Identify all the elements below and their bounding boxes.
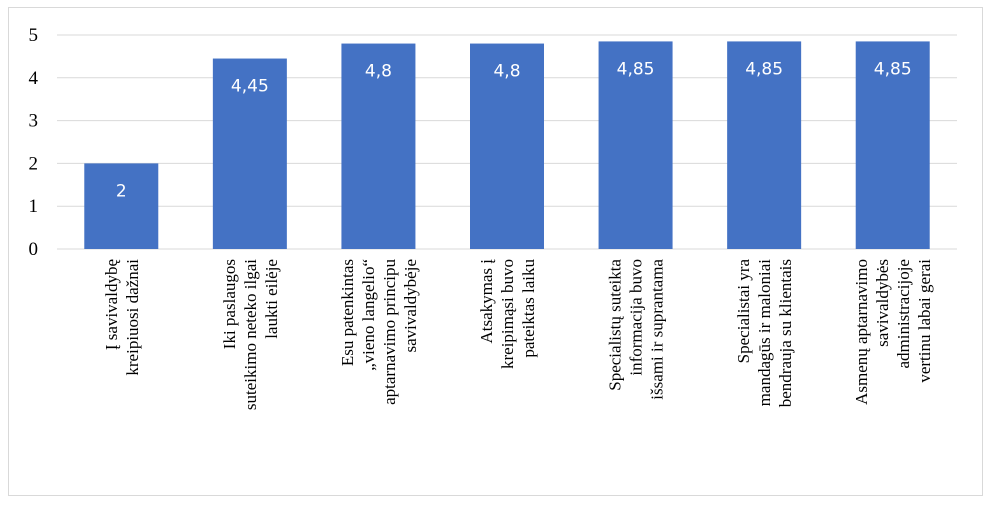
data-label: 4,8	[493, 62, 520, 82]
y-tick-label: 2	[29, 153, 39, 174]
x-tick-label: laukti eilėje	[262, 259, 281, 339]
data-label: 4,45	[231, 77, 269, 97]
bar	[470, 43, 544, 250]
x-tick-label: pateiktas laiku	[519, 259, 538, 358]
x-tick-label: Asmenų aptarnavimo	[852, 259, 871, 405]
bar	[855, 41, 930, 249]
x-tick-label: Iki paslaugos	[220, 259, 239, 349]
bar	[212, 58, 287, 249]
x-tick-label: kreipimąsi buvo	[498, 259, 517, 369]
y-tick-label: 0	[29, 239, 39, 260]
data-label: 4,85	[617, 59, 655, 79]
bar	[598, 41, 673, 249]
x-tick-label: mandagūs ir maloniai	[755, 259, 774, 407]
x-tick-label: vertinu labai gerai	[915, 259, 934, 383]
x-tick-label: Į savivaldybę	[102, 259, 121, 350]
data-label: 2	[116, 181, 127, 201]
x-tick-label: Atsakymas į	[477, 259, 496, 344]
y-tick-label: 3	[29, 111, 39, 132]
x-tick-label: savivaldybės	[873, 259, 892, 347]
x-tick-label: išsami ir suprantama	[648, 259, 667, 400]
y-tick-label: 4	[29, 68, 39, 89]
x-tick-label: kreipiuosi dažnai	[123, 259, 142, 376]
data-label: 4,8	[365, 62, 392, 82]
data-label: 4,85	[874, 59, 912, 79]
bar	[84, 163, 159, 249]
x-tick-label: „vieno langelio“	[359, 259, 378, 371]
x-tick-label: aptarnavimo principu	[380, 259, 399, 405]
bar	[341, 43, 416, 250]
x-tick-label: informacija buvo	[627, 259, 646, 376]
x-tick-label: bendrauja su klientais	[776, 259, 795, 407]
y-tick-label: 5	[29, 25, 39, 46]
data-label: 4,85	[745, 59, 783, 79]
x-tick-label: suteikimo neteko ilgai	[241, 259, 260, 410]
x-tick-label: Specialistai yra	[734, 259, 753, 364]
x-tick-label: administracijoje	[894, 259, 913, 369]
x-tick-label: savivaldybėje	[401, 259, 420, 352]
y-tick-label: 1	[29, 196, 39, 217]
bar	[727, 41, 802, 249]
x-tick-label: Specialistų suteikta	[606, 259, 625, 391]
x-tick-label: Esu patenkintas	[338, 259, 357, 366]
